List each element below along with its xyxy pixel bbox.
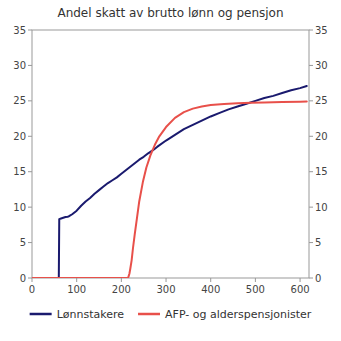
x-tick <box>32 278 33 282</box>
x-tick-label: 500 <box>246 284 265 295</box>
y2-tick <box>309 136 313 137</box>
y2-tick <box>309 100 313 101</box>
y2-tick-label: 10 <box>315 202 328 213</box>
y2-tick-label: 0 <box>315 273 321 284</box>
y-tick <box>28 278 32 279</box>
title: Andel skatt av brutto lønn og pensjon <box>57 6 283 20</box>
x-tick <box>76 278 77 282</box>
series-line <box>32 86 307 278</box>
x-tick <box>166 278 167 282</box>
y-tick-label: 0 <box>20 273 26 284</box>
y-tick <box>28 207 32 208</box>
y-tick-label: 10 <box>13 202 26 213</box>
x-axis: 0 100 200 300 400 500 600 <box>29 278 310 295</box>
y-tick-label: 25 <box>13 95 26 106</box>
y2-tick-label: 25 <box>315 95 328 106</box>
y2-axis: 0 5 10 15 20 25 30 35 <box>309 25 328 284</box>
y-tick <box>28 136 32 137</box>
x-tick-label: 600 <box>291 284 310 295</box>
y-tick <box>28 30 32 31</box>
legend: Lønnstakere AFP- og alderspensjonister <box>30 308 312 321</box>
x-tick-label: 100 <box>67 284 86 295</box>
y2-tick <box>309 242 313 243</box>
x-tick <box>210 278 211 282</box>
chart: Andel skatt av brutto lønn og pensjon 0 10… <box>0 0 341 341</box>
series-lines <box>32 86 307 278</box>
y2-tick-label: 15 <box>315 166 328 177</box>
legend-label: AFP- og alderspensjonister <box>165 308 312 321</box>
x-tick-label: 400 <box>201 284 220 295</box>
y2-tick-label: 30 <box>315 60 328 71</box>
y2-tick <box>309 171 313 172</box>
y-tick <box>28 65 32 66</box>
y2-tick <box>309 30 313 31</box>
y-tick-label: 15 <box>13 166 26 177</box>
y-tick-label: 30 <box>13 60 26 71</box>
y-tick <box>28 242 32 243</box>
y2-tick <box>309 65 313 66</box>
x-tick-label: 0 <box>29 284 35 295</box>
legend-label: Lønnstakere <box>57 308 125 321</box>
y-tick-label: 20 <box>13 131 26 142</box>
y2-tick-label: 5 <box>315 237 321 248</box>
series-line <box>32 102 307 278</box>
x-tick <box>300 278 301 282</box>
y-tick <box>28 171 32 172</box>
y-axis: 0 5 10 15 20 25 30 35 <box>13 25 32 284</box>
plot-frame <box>32 30 309 278</box>
legend-swatch <box>138 313 160 316</box>
y2-tick-label: 20 <box>315 131 328 142</box>
y2-tick <box>309 278 313 279</box>
legend-swatch <box>30 313 52 316</box>
x-tick <box>121 278 122 282</box>
y-tick-label: 35 <box>13 25 26 36</box>
y2-tick-label: 35 <box>315 25 328 36</box>
x-tick <box>255 278 256 282</box>
x-tick-label: 300 <box>156 284 175 295</box>
x-tick-label: 200 <box>112 284 131 295</box>
y-tick <box>28 100 32 101</box>
y2-tick <box>309 207 313 208</box>
y-tick-label: 5 <box>20 237 26 248</box>
